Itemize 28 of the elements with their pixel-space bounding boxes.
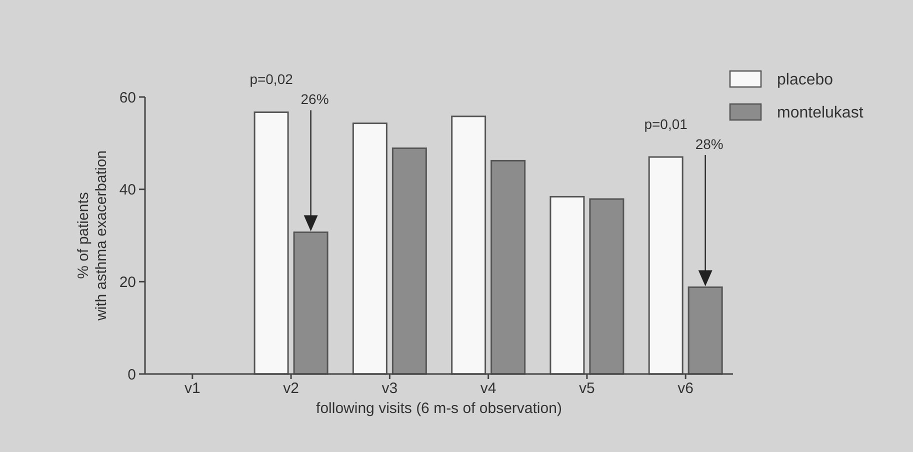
bar (648, 156, 684, 375)
y-tick-label: 20 (119, 274, 136, 291)
annotation: 28% (695, 136, 724, 152)
y-axis-title: % of patients with asthma exacerbation (75, 150, 110, 322)
y-tick-label: 60 (119, 89, 136, 106)
bar (352, 122, 388, 375)
y-tick-label: 0 (128, 366, 136, 384)
bar (392, 147, 427, 375)
bar (451, 116, 486, 375)
bar (550, 196, 585, 375)
x-tick-label: v3 (382, 380, 398, 397)
x-tick-label: v6 (678, 380, 694, 397)
x-tick-label: v2 (283, 380, 299, 397)
legend-label: montelukast (777, 104, 864, 122)
bar (293, 232, 328, 375)
annotation: p=0,01 (644, 116, 688, 132)
legend-label: placebo (777, 72, 834, 89)
x-tick-label: v5 (579, 380, 595, 397)
bar (688, 286, 723, 375)
x-axis-title: following visits (6 m-s of observation) (316, 400, 562, 417)
x-tick-label: v4 (480, 380, 496, 397)
y-tick-label: 40 (119, 182, 136, 199)
x-tick-label: v1 (184, 380, 200, 397)
annotation: 26% (300, 91, 329, 108)
annotation: p=0,02 (250, 71, 294, 88)
bar (490, 160, 526, 375)
bar (254, 111, 289, 375)
bar (589, 198, 624, 375)
